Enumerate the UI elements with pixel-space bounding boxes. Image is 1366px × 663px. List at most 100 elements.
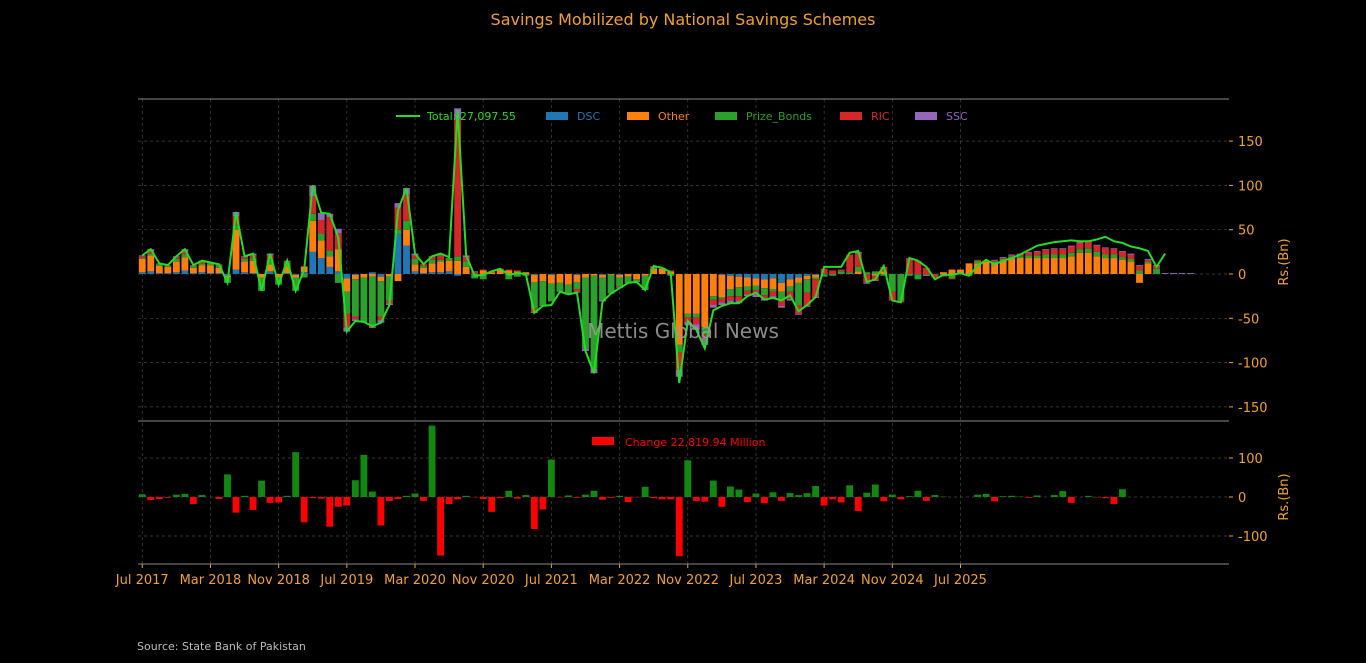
bar-ric bbox=[138, 256, 146, 259]
watermark-text: Mettis Global News bbox=[587, 319, 779, 343]
bar-other bbox=[803, 275, 811, 280]
bar-dsc bbox=[207, 273, 214, 274]
bar-other bbox=[1136, 274, 1143, 283]
bar-dsc bbox=[411, 271, 419, 274]
change-bar bbox=[428, 425, 436, 497]
bar-ssc bbox=[999, 257, 1007, 259]
change-bar bbox=[718, 497, 726, 507]
change-bar bbox=[675, 497, 683, 557]
bar-prize-bonds bbox=[778, 291, 785, 301]
bar-other bbox=[488, 272, 496, 274]
bar-other bbox=[940, 272, 947, 274]
change-bar bbox=[275, 497, 283, 503]
bar-dsc bbox=[309, 251, 317, 274]
bar-other bbox=[624, 274, 632, 277]
legend-label: DSC bbox=[577, 110, 600, 123]
change-bar bbox=[258, 480, 265, 497]
bar-ric bbox=[207, 262, 214, 264]
bar-ric bbox=[334, 233, 342, 250]
bar-other bbox=[198, 265, 206, 273]
bar-ric bbox=[1050, 249, 1058, 255]
bar-ssc bbox=[1008, 254, 1016, 256]
change-bar bbox=[224, 474, 231, 497]
change-bar bbox=[999, 496, 1007, 497]
legend-swatch bbox=[915, 112, 937, 120]
bar-dsc bbox=[403, 245, 410, 274]
bar-prize-bonds bbox=[1153, 268, 1160, 274]
bar-ric bbox=[701, 334, 709, 338]
bar-prize-bonds bbox=[599, 277, 606, 300]
bar-ssc bbox=[624, 281, 632, 283]
bar-dsc bbox=[292, 274, 300, 275]
bar-prize-bonds bbox=[275, 277, 283, 285]
bar-prize-bonds bbox=[403, 220, 410, 230]
bar-prize-bonds bbox=[607, 274, 615, 293]
bar-dsc bbox=[820, 274, 828, 275]
bar-prize-bonds bbox=[1050, 254, 1058, 259]
bar-dsc bbox=[812, 274, 820, 275]
bar-ric bbox=[1033, 251, 1041, 256]
y-tick-label: 100 bbox=[1238, 179, 1263, 194]
bar-ssc bbox=[1178, 273, 1186, 274]
bar-ssc bbox=[181, 249, 189, 252]
bar-ric bbox=[479, 269, 487, 271]
bar-ric bbox=[1127, 254, 1135, 259]
y-tick-label: -150 bbox=[1238, 401, 1268, 416]
bar-other bbox=[812, 274, 820, 278]
change-bar bbox=[241, 495, 248, 497]
change-bar bbox=[147, 497, 155, 501]
bar-ssc bbox=[1076, 242, 1084, 243]
bar-other bbox=[1076, 252, 1084, 274]
bar-ssc bbox=[1144, 258, 1152, 260]
bar-prize-bonds bbox=[377, 281, 385, 317]
bar-ssc bbox=[599, 299, 606, 302]
bar-dsc bbox=[735, 274, 743, 277]
bar-other bbox=[616, 274, 623, 278]
x-tick-label: Nov 2022 bbox=[656, 573, 719, 588]
bar-ric bbox=[658, 267, 666, 269]
bar-prize-bonds bbox=[701, 327, 709, 335]
bar-other bbox=[607, 274, 615, 275]
bar-other bbox=[172, 261, 180, 273]
change-bar bbox=[616, 495, 623, 497]
change-bar bbox=[735, 489, 743, 497]
bar-prize-bonds bbox=[428, 259, 436, 264]
bar-ric bbox=[991, 260, 999, 262]
bar-ssc bbox=[147, 249, 155, 251]
bar-prize-bonds bbox=[181, 254, 189, 258]
bar-prize-bonds bbox=[138, 258, 146, 259]
bar-dsc bbox=[266, 271, 274, 274]
bar-other bbox=[326, 256, 334, 267]
bar-dsc bbox=[726, 274, 734, 276]
change-bar bbox=[590, 490, 598, 497]
bar-other bbox=[300, 266, 308, 273]
bar-prize-bonds bbox=[292, 277, 300, 291]
bar-ssc bbox=[394, 203, 402, 208]
change-bar bbox=[752, 493, 760, 497]
change-bar bbox=[701, 497, 709, 502]
bar-prize-bonds bbox=[888, 274, 896, 292]
bar-other bbox=[386, 274, 393, 277]
bar-ric bbox=[164, 265, 172, 267]
x-tick-label: Jul 2019 bbox=[319, 573, 373, 588]
bar-other bbox=[735, 276, 743, 288]
x-tick-label: Jul 2023 bbox=[728, 573, 782, 588]
bar-ric bbox=[709, 299, 717, 306]
bar-prize-bonds bbox=[1102, 254, 1109, 259]
change-bar bbox=[854, 497, 862, 512]
bar-other bbox=[241, 261, 248, 273]
bar-ssc bbox=[377, 320, 385, 323]
bar-ric bbox=[846, 254, 854, 273]
bar-ssc bbox=[309, 185, 317, 197]
bar-prize-bonds bbox=[386, 276, 393, 301]
change-bar bbox=[462, 495, 470, 497]
change-bar bbox=[317, 497, 325, 499]
bar-prize-bonds bbox=[692, 313, 700, 318]
change-bar bbox=[812, 486, 820, 497]
bar-prize-bonds bbox=[965, 274, 973, 276]
bar-prize-bonds bbox=[1127, 258, 1135, 262]
legend-label: Total: 27,097.55 bbox=[426, 110, 516, 123]
change-bar bbox=[138, 494, 146, 497]
bar-prize-bonds bbox=[829, 274, 837, 276]
bar-prize-bonds bbox=[368, 276, 376, 326]
